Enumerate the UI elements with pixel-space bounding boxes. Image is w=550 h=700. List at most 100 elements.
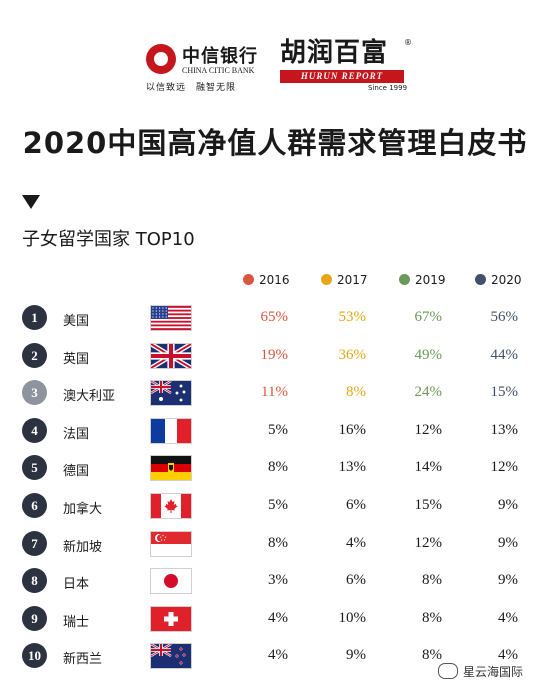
canada-flag-icon [150,493,192,519]
legend-dot-icon [399,274,410,285]
rank-badge: 9 [22,605,47,631]
singapore-flag-icon [150,530,192,557]
table-row: 1 美国 65% 53% 67% 56% [0,302,550,334]
value-2019: 14% [414,459,443,476]
value-2016: 3% [268,572,288,589]
value-2019: 8% [422,609,442,626]
value-2019: 12% [414,534,443,551]
header-logos: 中信银行 CHINA CITIC BANK 以信致远 融智无限 胡润百富 ® H… [0,38,550,96]
section-title: 子女留学国家 TOP10 [22,229,195,250]
legend-dot-icon [475,274,486,285]
value-2016: 8% [268,534,288,551]
value-2019: 49% [414,346,443,363]
rank-badge: 4 [22,417,47,443]
value-2016: 4% [268,609,288,626]
switzerland-flag-icon [150,605,192,632]
value-2019: 8% [422,572,442,589]
country-name: 新西兰 [63,652,103,668]
country-name: 新加坡 [63,539,103,555]
rank-badge: 2 [22,342,47,368]
rank-badge: 7 [22,530,47,556]
country-name: 法国 [63,426,90,442]
new-zealand-flag-icon [150,643,192,670]
country-name: 澳大利亚 [63,389,116,405]
rank-badge: 5 [22,455,47,481]
watermark: 星云海国际 [438,663,523,680]
value-2020: 9% [498,497,518,513]
value-2019: 15% [414,497,443,513]
rank-badge: 8 [22,568,47,594]
page-title: 2020中国高净值人群需求管理白皮书 [22,126,528,160]
legend-label: 2016 [259,273,290,287]
hurun-logo: 胡润百富 ® HURUN REPORT Since 1999 [280,38,412,92]
country-name: 德国 [63,464,90,480]
value-2016: 8% [268,459,288,476]
value-2019: 24% [414,384,443,401]
value-2017: 6% [346,572,366,589]
wechat-icon [438,663,458,679]
value-2017: 4% [346,534,366,551]
legend-label: 2019 [415,273,446,287]
table-row: 6 加拿大 5% 6% 15% 9% [0,490,550,522]
citic-slogan: 以信致远 融智无限 [146,83,237,93]
value-2020: 9% [498,534,518,551]
country-name: 加拿大 [63,502,103,517]
value-2016: 65% [260,309,289,325]
france-flag-icon [150,417,192,444]
value-2020: 9% [498,572,518,589]
hurun-report-bar: HURUN REPORT [280,70,404,83]
citic-logo-icon [146,44,176,74]
value-2017: 16% [338,421,367,438]
value-2020: 15% [490,384,519,401]
table-row: 5 德国 8% 13% 14% 12% [0,452,550,484]
value-2020: 4% [498,609,518,626]
legend-item-0: 2016 [243,272,290,288]
table-row: 4 法国 5% 16% 12% 13% [0,415,550,447]
uk-flag-icon [150,342,192,369]
value-2020: 4% [498,647,518,664]
hurun-since: Since 1999 [368,84,408,92]
australia-flag-icon [150,380,192,407]
value-2016: 5% [268,421,288,438]
legend-item-3: 2020 [475,272,522,288]
japan-flag-icon [150,568,192,595]
value-2016: 11% [261,384,288,401]
registered-mark: ® [404,38,412,47]
value-2017: 6% [346,497,366,513]
legend-dot-icon [321,274,332,285]
value-2017: 36% [338,346,367,363]
table-row: 2 英国 19% 36% 49% 44% [0,340,550,372]
value-2016: 19% [260,346,289,363]
value-2020: 12% [490,459,519,476]
legend-item-2: 2019 [399,272,446,288]
country-name: 日本 [63,577,90,593]
germany-flag-icon [150,455,192,482]
value-2017: 8% [346,384,366,401]
value-2016: 5% [268,497,288,513]
table-row: 7 新加坡 8% 4% 12% 9% [0,528,550,560]
value-2020: 44% [490,346,519,363]
triangle-marker-icon [22,195,40,209]
table-row: 9 瑞士 4% 10% 8% 4% [0,603,550,635]
citic-name: 中信银行 [182,46,258,67]
value-2019: 12% [414,421,443,438]
value-2017: 13% [338,459,367,476]
legend-label: 2017 [337,273,368,287]
legend: 2016 2017 2019 2020 [0,272,550,292]
value-2019: 8% [422,647,442,664]
value-2020: 13% [490,421,519,438]
value-2017: 53% [338,309,367,325]
value-2017: 10% [338,609,367,626]
value-2016: 4% [268,647,288,664]
table-row: 10 新西兰 4% 9% 8% 4% [0,640,550,672]
country-name: 美国 [63,314,90,329]
legend-item-1: 2017 [321,272,368,288]
table-row: 3 澳大利亚 11% 8% 24% 15% [0,377,550,409]
rank-badge: 10 [22,643,47,669]
value-2020: 56% [490,309,519,325]
table-row: 8 日本 3% 6% 8% 9% [0,565,550,597]
legend-label: 2020 [491,273,522,287]
value-2019: 67% [414,309,443,325]
us-flag-icon [150,305,192,331]
rank-badge: 1 [22,305,47,330]
